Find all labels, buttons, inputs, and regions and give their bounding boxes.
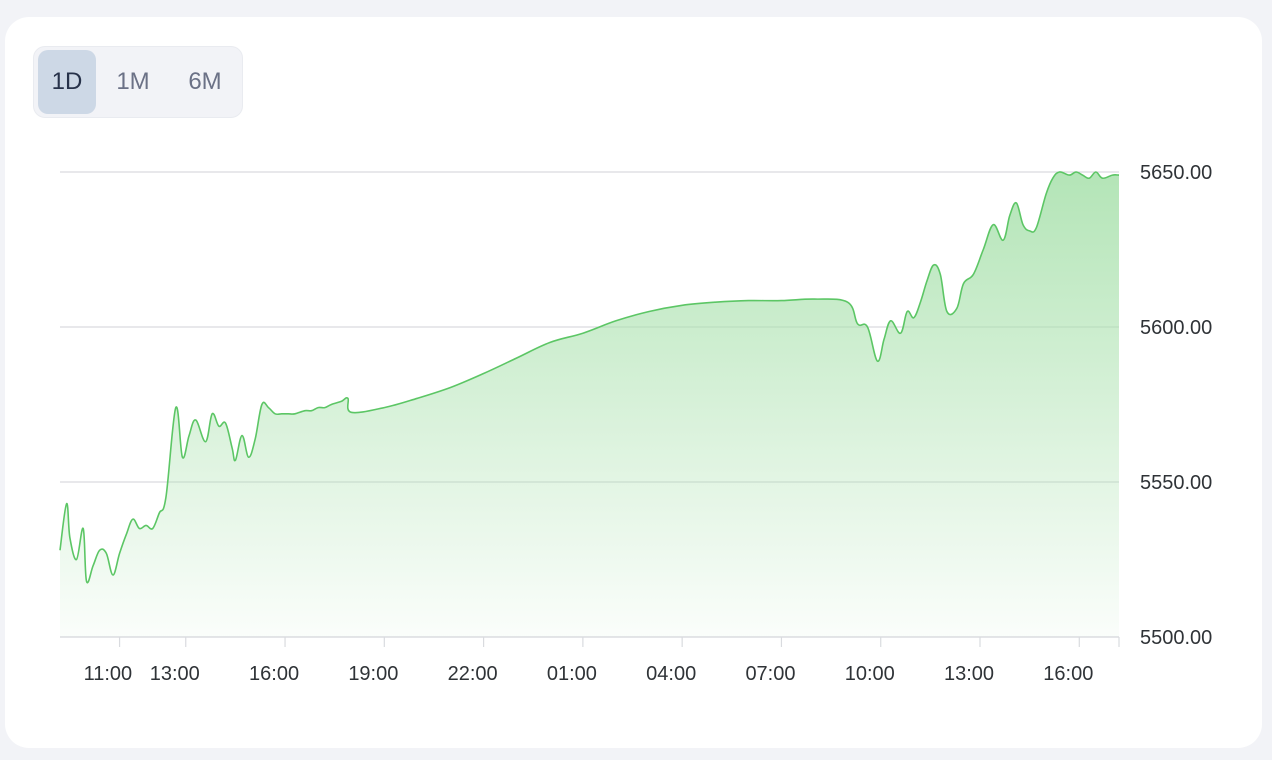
x-tick-label: 01:00	[547, 663, 597, 685]
series-area	[60, 171, 1119, 637]
x-tick-label: 22:00	[448, 663, 498, 685]
range-toggle: 1D 1M 6M	[33, 46, 243, 118]
y-tick-label: 5500.00	[1140, 627, 1212, 649]
x-tick-label: 13:00	[150, 663, 200, 685]
x-tick-label: 19:00	[348, 663, 398, 685]
y-tick-label: 5600.00	[1140, 317, 1212, 339]
x-tick-label: 11:00	[84, 663, 133, 685]
y-tick-label: 5550.00	[1140, 472, 1212, 494]
x-tick-label: 16:00	[249, 663, 299, 685]
y-tick-label: 5650.00	[1140, 162, 1212, 184]
x-tick-label: 16:00	[1043, 663, 1093, 685]
range-1m-button[interactable]: 1M	[116, 68, 150, 95]
series-line	[59, 171, 1120, 584]
range-1d-button[interactable]: 1D	[38, 50, 96, 114]
x-tick-label: 13:00	[944, 663, 994, 685]
x-tick-label: 10:00	[845, 663, 895, 685]
x-tick-label: 07:00	[745, 663, 795, 685]
x-tick-label: 04:00	[646, 663, 696, 685]
range-6m-button[interactable]: 6M	[188, 68, 222, 95]
